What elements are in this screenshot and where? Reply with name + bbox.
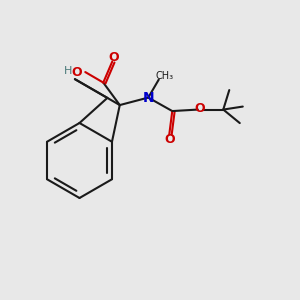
Text: N: N bbox=[142, 91, 154, 105]
Text: CH₃: CH₃ bbox=[155, 71, 173, 81]
Text: O: O bbox=[194, 102, 205, 115]
Text: H: H bbox=[64, 67, 72, 76]
Text: O: O bbox=[72, 66, 82, 79]
Text: O: O bbox=[109, 52, 119, 64]
Text: O: O bbox=[164, 134, 175, 146]
